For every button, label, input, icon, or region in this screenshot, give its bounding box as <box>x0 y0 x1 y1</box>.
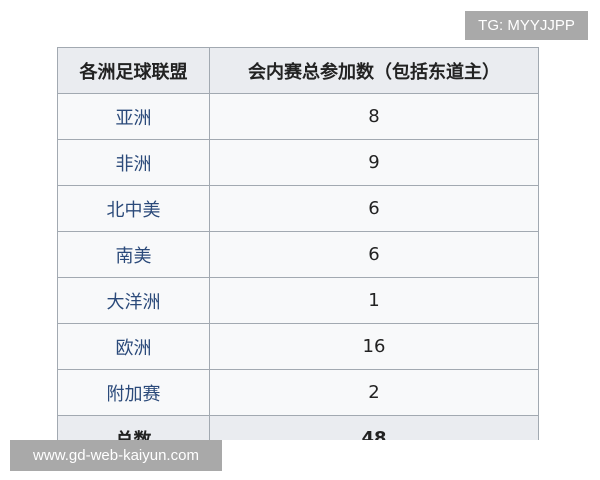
table-row: 大洋洲 1 <box>57 277 539 324</box>
confederation-link[interactable]: 北中美 <box>57 185 210 232</box>
confederation-link[interactable]: 南美 <box>57 231 210 278</box>
count-cell: 6 <box>209 231 539 278</box>
table-row: 北中美 6 <box>57 185 539 232</box>
watermark-bottom: www.gd-web-kaiyun.com <box>10 440 222 471</box>
header-row: 各洲足球联盟 会内赛总参加数（包括东道主） <box>57 47 539 94</box>
header-confederation: 各洲足球联盟 <box>57 47 210 94</box>
count-cell: 9 <box>209 139 539 186</box>
total-label: 总数 <box>57 415 210 440</box>
total-row: 总数 48 <box>57 415 539 440</box>
count-cell: 8 <box>209 93 539 140</box>
total-count: 48 <box>209 415 539 440</box>
confederation-link[interactable]: 附加赛 <box>57 369 210 416</box>
confederation-link[interactable]: 非洲 <box>57 139 210 186</box>
table-row: 亚洲 8 <box>57 93 539 140</box>
confederation-table: 各洲足球联盟 会内赛总参加数（包括东道主） 亚洲 8 非洲 9 北中美 6 南美 6 大… <box>57 47 539 440</box>
count-cell: 16 <box>209 323 539 370</box>
confederation-link[interactable]: 亚洲 <box>57 93 210 140</box>
table-row: 非洲 9 <box>57 139 539 186</box>
confederation-link[interactable]: 大洋洲 <box>57 277 210 324</box>
confederation-link[interactable]: 欧洲 <box>57 323 210 370</box>
table-row: 南美 6 <box>57 231 539 278</box>
table-row: 附加赛 2 <box>57 369 539 416</box>
watermark-top: TG: MYYJJPP <box>465 11 588 40</box>
count-cell: 2 <box>209 369 539 416</box>
table-row: 欧洲 16 <box>57 323 539 370</box>
table-container: 各洲足球联盟 会内赛总参加数（包括东道主） 亚洲 8 非洲 9 北中美 6 南美 6 大… <box>57 47 539 440</box>
count-cell: 1 <box>209 277 539 324</box>
header-count: 会内赛总参加数（包括东道主） <box>209 47 539 94</box>
count-cell: 6 <box>209 185 539 232</box>
